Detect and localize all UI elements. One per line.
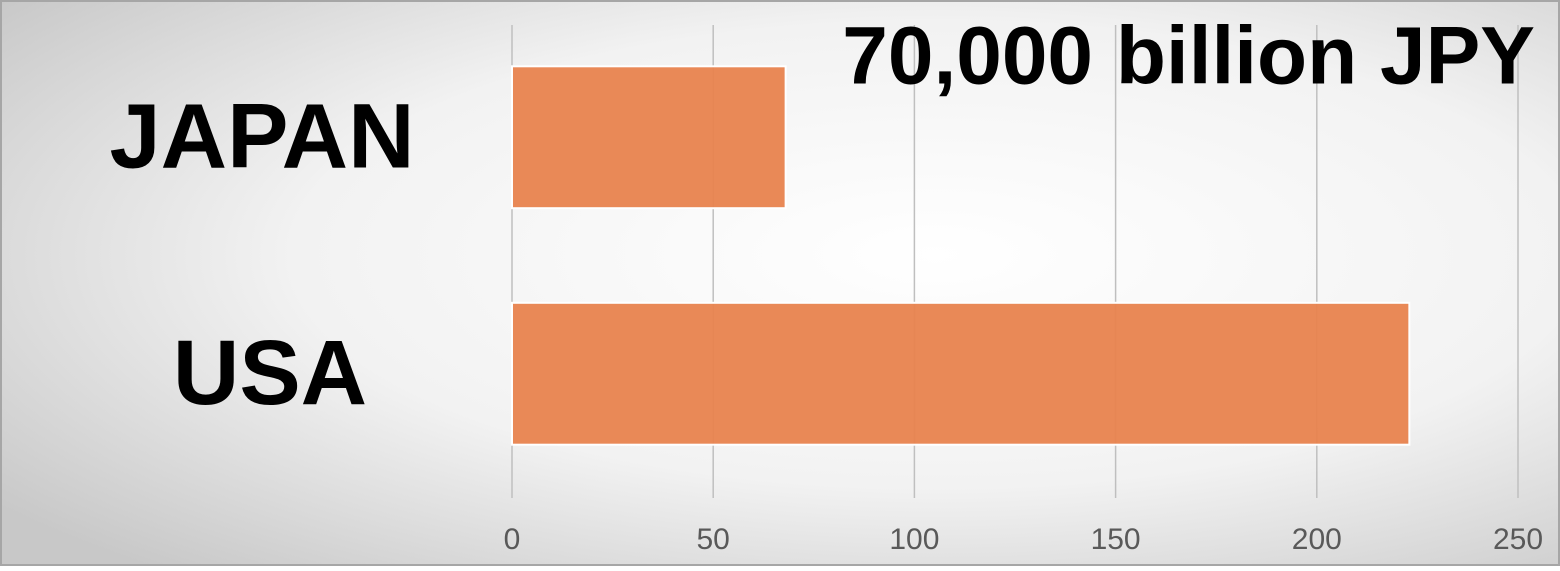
annotation: 70,000 billion JPY [842, 11, 1535, 102]
x-tick-label: 150 [1091, 523, 1141, 556]
x-tick-label: 50 [697, 523, 730, 556]
bar [511, 65, 787, 210]
y-tick-label: JAPAN [109, 86, 414, 188]
x-tick-label: 100 [889, 523, 939, 556]
y-tick-label: USA [173, 322, 367, 424]
x-tick-label: 0 [504, 523, 521, 556]
x-tick-label: 200 [1292, 523, 1342, 556]
bar [511, 301, 1411, 446]
x-tick-label: 250 [1493, 523, 1543, 556]
